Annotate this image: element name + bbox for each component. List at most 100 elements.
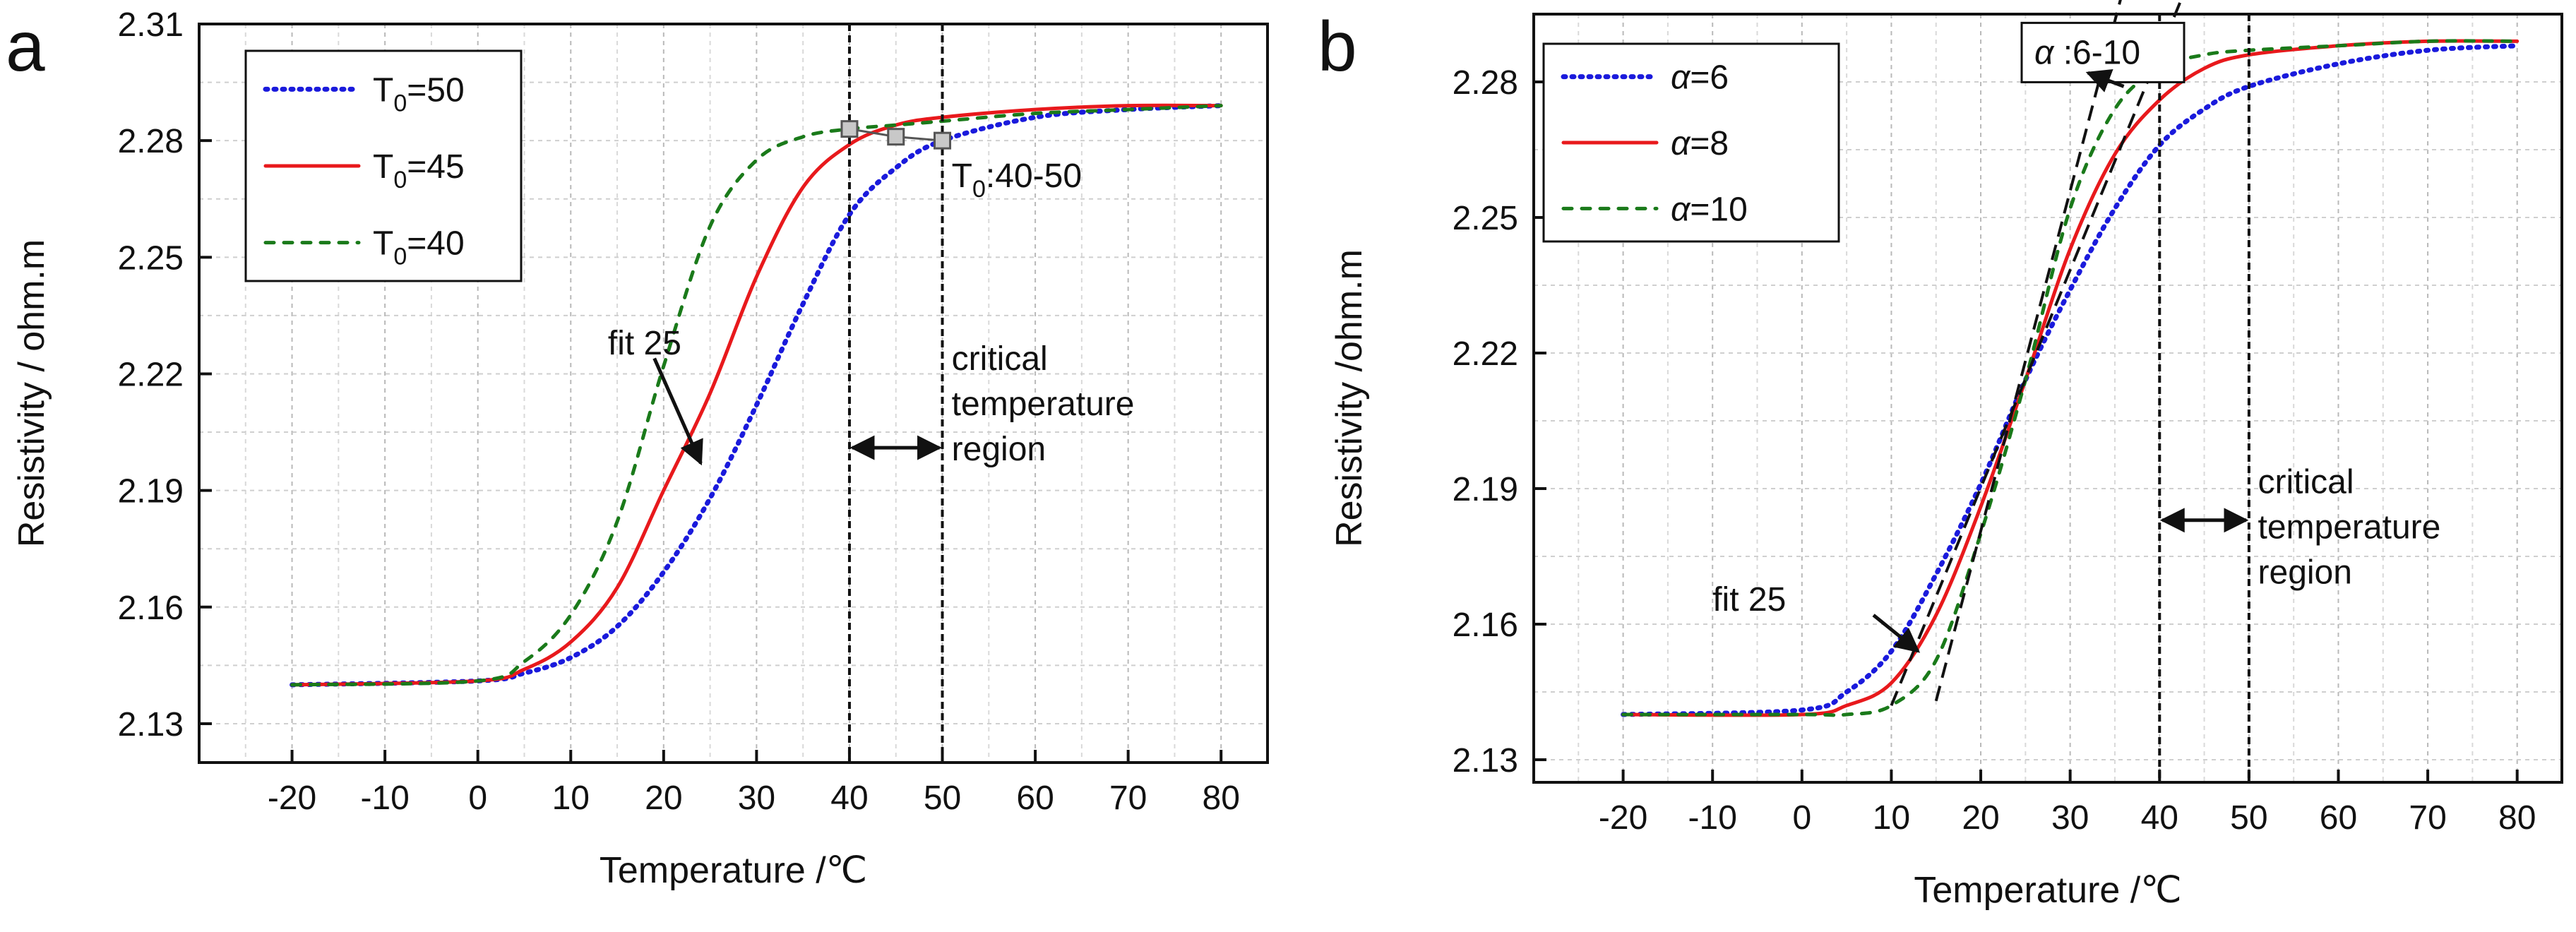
legend-label-main: T: [373, 225, 393, 263]
y-tick-label: 2.28: [118, 123, 184, 160]
x-tick-label: -10: [1688, 799, 1737, 837]
square-marker: [887, 128, 905, 146]
x-tick-label: 10: [552, 779, 590, 817]
y-tick-label: 2.25: [118, 239, 184, 277]
x-tick-label: 80: [1203, 779, 1240, 817]
x-tick-label: 40: [2141, 799, 2178, 837]
tangent-line: [1934, 0, 2122, 702]
legend-label-alpha-10: α=10: [1671, 191, 1748, 228]
x-tick-label: 60: [1016, 779, 1054, 817]
series-line-alpha-10: [1621, 39, 2520, 717]
x-tick-label: 50: [924, 779, 961, 817]
x-tick-label: 60: [2320, 799, 2357, 837]
t0-range-sub: 0: [972, 176, 986, 203]
y-tick-label: 2.19: [118, 473, 184, 510]
region-label-line: region: [952, 431, 1046, 468]
x-tick-label: 20: [1962, 799, 1999, 837]
region-label-line: critical: [2258, 463, 2354, 501]
x-tick-label: -20: [268, 779, 316, 817]
y-tick-label: 2.22: [1453, 335, 1518, 373]
legend-label-sub: 0: [393, 167, 407, 193]
x-tick-label: 30: [738, 779, 775, 817]
legend-label-sub: 0: [393, 244, 407, 270]
y-tick-label: 2.28: [1453, 64, 1518, 102]
series-line-t0-40: [290, 104, 1223, 687]
panel-letter-a: a: [6, 7, 45, 86]
x-axis-label-a: Temperature /℃: [600, 850, 867, 891]
fit-arrow: [1872, 614, 1921, 653]
x-tick-label: 70: [2409, 799, 2446, 837]
square-marker: [934, 131, 952, 150]
legend-label-rest: =45: [407, 148, 464, 186]
plot-frame-a: [198, 23, 1269, 764]
y-tick-label: 2.16: [118, 590, 184, 627]
annotations-b: fit 25 critical temperature region α :6-10: [1712, 0, 2440, 782]
series-group-b: [1621, 39, 2520, 717]
legend-label-sub: 0: [393, 90, 407, 116]
y-tick-label: 2.13: [118, 706, 184, 743]
legend-label-rest: =50: [407, 71, 464, 109]
alpha-arrow: [2085, 69, 2125, 92]
legend-label-main: T: [373, 71, 393, 109]
t0-range-label: T0:40-50: [952, 157, 1082, 203]
x-tick-label: 70: [1109, 779, 1147, 817]
legend-b: α=6α=8α=10: [1542, 42, 1840, 243]
x-tick-label: 50: [2230, 799, 2267, 837]
x-axis-label-b: Temperature /℃: [1914, 870, 2181, 911]
legend-label-main: T: [373, 148, 393, 186]
x-tick-label: 20: [645, 779, 682, 817]
y-tick-label: 2.22: [118, 356, 184, 393]
legend-label-rest: =8: [1690, 125, 1729, 162]
region-label-line: region: [2258, 554, 2352, 591]
ticks-b: -20 -10 0 10 20 30 40 50 60 70 80 2.13 2.16 2.19 2.22 2…: [1453, 64, 2536, 837]
ticks-a: -20 -10 0 10 20 30 40 50 60 70 80 2.13 2.16 2.19 2.22 2…: [118, 6, 1240, 817]
legend-label-alpha-8: α=8: [1671, 125, 1729, 162]
alpha-range-main: α: [2034, 34, 2055, 71]
panel-a: a fit 25 criticaltemperatureregionT0:40-5…: [6, 6, 1269, 891]
x-tick-label: -20: [1599, 799, 1647, 837]
legend-label-alpha-6: α=6: [1671, 59, 1729, 97]
t0-range-rest: :40-50: [986, 157, 1082, 195]
panel-letter-b: b: [1318, 7, 1357, 86]
y-tick-label: 2.16: [1453, 607, 1518, 644]
plot-frame-b: [1532, 13, 2563, 784]
x-tick-label: 10: [1873, 799, 1910, 837]
x-tick-label: 80: [2498, 799, 2536, 837]
fit-label: fit 25: [608, 325, 681, 362]
fit-arrow: [652, 357, 703, 466]
legend-label-t0-40: T0=40: [373, 225, 465, 270]
tangent-line: [1890, 0, 2183, 706]
x-tick-label: -10: [360, 779, 409, 817]
series-line-alpha-6: [1621, 43, 2520, 717]
legend-label-main: α: [1671, 191, 1691, 228]
y-tick-label: 2.25: [1453, 200, 1518, 237]
legend-label-rest: =40: [407, 225, 464, 263]
series-line-t0-45: [290, 103, 1223, 687]
series-line-t0-50: [290, 103, 1224, 688]
region-label-line: temperature: [2258, 508, 2441, 546]
y-axis-label-a: Resistivity / ohm.m: [11, 239, 52, 547]
legend-label-main: α: [1671, 125, 1691, 162]
x-tick-label: 0: [1792, 799, 1811, 837]
series-line-alpha-8: [1621, 39, 2520, 717]
fit-label: fit 25: [1712, 581, 1786, 619]
y-axis-label-b: Resistivity /ohm.m: [1329, 249, 1370, 547]
panel-b: b fit 25 critical temperature region α :6-10…: [1318, 0, 2563, 911]
region-label-line: temperature: [952, 386, 1135, 423]
series-group-a: [290, 103, 1224, 688]
alpha-range-label: α :6-10: [2034, 34, 2140, 71]
x-tick-label: 0: [468, 779, 487, 817]
alpha-range-rest: :6-10: [2053, 34, 2140, 71]
t0-range-main: T: [952, 157, 972, 195]
legend-label-rest: =6: [1690, 59, 1729, 97]
annotations-a: fit 25 critical temperature region T0:40-50: [608, 24, 1135, 763]
legend-label-t0-45: T0=45: [373, 148, 465, 193]
x-tick-label: 40: [830, 779, 868, 817]
legend-label-t0-50: T0=50: [373, 71, 465, 116]
x-tick-label: 30: [2051, 799, 2089, 837]
y-tick-label: 2.19: [1453, 471, 1518, 508]
region-label-line: critical: [952, 340, 1048, 378]
legend-label-main: α: [1671, 59, 1691, 97]
